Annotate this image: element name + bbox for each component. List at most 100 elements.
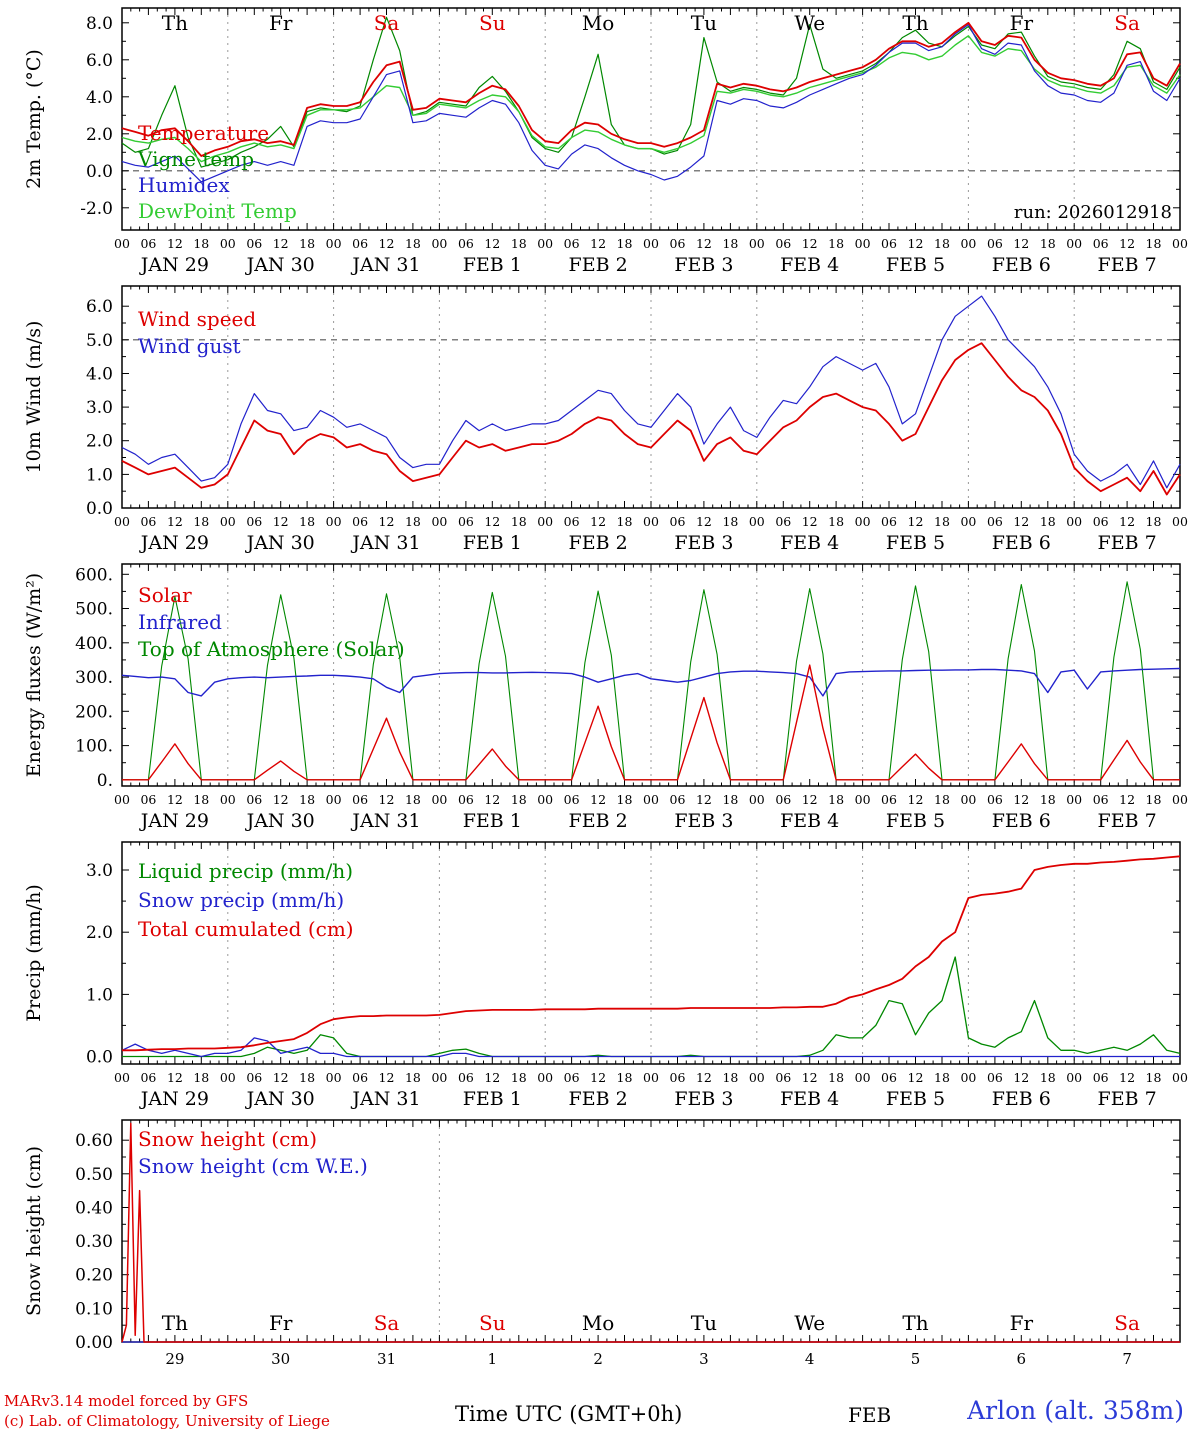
svg-text:00: 00 bbox=[220, 514, 236, 529]
svg-text:FEB 4: FEB 4 bbox=[780, 532, 839, 554]
svg-text:Mo: Mo bbox=[582, 11, 615, 35]
svg-text:18: 18 bbox=[193, 792, 209, 807]
svg-text:3.0: 3.0 bbox=[86, 398, 113, 418]
svg-text:3: 3 bbox=[699, 1350, 709, 1368]
svg-text:12: 12 bbox=[167, 236, 183, 251]
panel-10m-wind-chart: 0.0 1.0 2.0 3.0 4.0 5.0 6.0 Wind speed Wind gust… bbox=[23, 285, 1188, 554]
svg-text:06: 06 bbox=[564, 792, 580, 807]
svg-text:12: 12 bbox=[1013, 1070, 1029, 1085]
svg-text:Top of Atmosphere (Solar): Top of Atmosphere (Solar) bbox=[138, 637, 405, 661]
svg-text:6.0: 6.0 bbox=[86, 51, 113, 71]
svg-text:06: 06 bbox=[987, 514, 1003, 529]
svg-text:18: 18 bbox=[405, 1070, 421, 1085]
svg-text:06: 06 bbox=[1093, 236, 1109, 251]
svg-text:18: 18 bbox=[511, 514, 527, 529]
svg-text:FEB 4: FEB 4 bbox=[780, 254, 839, 276]
svg-text:12: 12 bbox=[696, 514, 712, 529]
svg-text:12: 12 bbox=[802, 236, 818, 251]
svg-text:00: 00 bbox=[326, 1070, 342, 1085]
svg-text:Fr: Fr bbox=[1010, 1311, 1034, 1335]
svg-text:12: 12 bbox=[273, 236, 289, 251]
svg-text:00: 00 bbox=[220, 1070, 236, 1085]
svg-text:00: 00 bbox=[1066, 236, 1082, 251]
svg-text:00: 00 bbox=[855, 792, 871, 807]
svg-text:Solar: Solar bbox=[138, 583, 192, 607]
svg-text:Fr: Fr bbox=[269, 1311, 293, 1335]
svg-text:Liquid precip (mm/h): Liquid precip (mm/h) bbox=[138, 859, 353, 883]
svg-text:FEB 7: FEB 7 bbox=[1098, 1088, 1157, 1110]
svg-text:06: 06 bbox=[352, 792, 368, 807]
svg-text:06: 06 bbox=[1093, 1070, 1109, 1085]
svg-text:12: 12 bbox=[1119, 792, 1135, 807]
svg-text:12: 12 bbox=[1119, 1070, 1135, 1085]
svg-text:18: 18 bbox=[1146, 236, 1162, 251]
svg-text:18: 18 bbox=[1146, 514, 1162, 529]
svg-text:12: 12 bbox=[908, 1070, 924, 1085]
svg-text:500.: 500. bbox=[75, 600, 113, 620]
svg-text:8.0: 8.0 bbox=[86, 14, 113, 34]
svg-text:30: 30 bbox=[271, 1350, 290, 1368]
svg-text:10m Wind (m/s): 10m Wind (m/s) bbox=[23, 321, 45, 474]
svg-text:FEB 6: FEB 6 bbox=[992, 532, 1051, 554]
svg-text:18: 18 bbox=[1040, 792, 1056, 807]
svg-text:4.0: 4.0 bbox=[86, 88, 113, 108]
svg-text:06: 06 bbox=[352, 236, 368, 251]
svg-text:Th: Th bbox=[162, 1311, 188, 1335]
svg-text:FEB 1: FEB 1 bbox=[463, 1088, 522, 1110]
svg-text:06: 06 bbox=[140, 514, 156, 529]
svg-text:Total cumulated (cm): Total cumulated (cm) bbox=[138, 917, 354, 941]
svg-text:00: 00 bbox=[537, 792, 553, 807]
svg-text:18: 18 bbox=[299, 236, 315, 251]
time-axis-label: Time UTC (GMT+0h) bbox=[455, 1402, 683, 1426]
svg-text:12: 12 bbox=[484, 514, 500, 529]
svg-text:JAN 31: JAN 31 bbox=[350, 532, 420, 554]
svg-text:FEB 2: FEB 2 bbox=[569, 810, 628, 832]
svg-text:12: 12 bbox=[802, 792, 818, 807]
svg-text:00: 00 bbox=[326, 792, 342, 807]
svg-text:0.0: 0.0 bbox=[86, 499, 113, 519]
svg-text:FEB 3: FEB 3 bbox=[674, 254, 733, 276]
svg-text:00: 00 bbox=[431, 792, 447, 807]
svg-text:00: 00 bbox=[643, 236, 659, 251]
svg-text:00: 00 bbox=[114, 1070, 130, 1085]
svg-text:18: 18 bbox=[1146, 792, 1162, 807]
svg-text:Tu: Tu bbox=[691, 1311, 717, 1335]
svg-text:00: 00 bbox=[431, 514, 447, 529]
svg-text:18: 18 bbox=[617, 514, 633, 529]
svg-text:0.0: 0.0 bbox=[86, 162, 113, 182]
svg-text:12: 12 bbox=[167, 1070, 183, 1085]
svg-text:00: 00 bbox=[749, 1070, 765, 1085]
footer: MARv3.14 model forced by GFS (c) Lab. of… bbox=[0, 1390, 1194, 1440]
svg-text:Snow height (cm): Snow height (cm) bbox=[138, 1127, 317, 1151]
svg-text:06: 06 bbox=[670, 1070, 686, 1085]
svg-text:Sa: Sa bbox=[1114, 1311, 1140, 1335]
svg-text:18: 18 bbox=[617, 1070, 633, 1085]
svg-text:06: 06 bbox=[1093, 792, 1109, 807]
svg-text:0.30: 0.30 bbox=[75, 1232, 113, 1252]
svg-text:We: We bbox=[794, 11, 825, 35]
svg-text:JAN 31: JAN 31 bbox=[350, 254, 420, 276]
svg-text:00: 00 bbox=[1066, 1070, 1082, 1085]
svg-text:06: 06 bbox=[670, 236, 686, 251]
svg-text:300.: 300. bbox=[75, 668, 113, 688]
svg-text:12: 12 bbox=[696, 236, 712, 251]
svg-text:06: 06 bbox=[140, 236, 156, 251]
svg-text:00: 00 bbox=[1066, 514, 1082, 529]
svg-text:18: 18 bbox=[828, 236, 844, 251]
svg-text:JAN 30: JAN 30 bbox=[245, 254, 315, 276]
svg-text:12: 12 bbox=[908, 236, 924, 251]
svg-text:12: 12 bbox=[590, 236, 606, 251]
svg-text:00: 00 bbox=[960, 792, 976, 807]
svg-text:12: 12 bbox=[1119, 236, 1135, 251]
svg-text:12: 12 bbox=[908, 792, 924, 807]
svg-text:FEB 6: FEB 6 bbox=[992, 254, 1051, 276]
svg-text:Th: Th bbox=[162, 11, 188, 35]
svg-text:0.0: 0.0 bbox=[86, 1048, 113, 1068]
svg-text:12: 12 bbox=[590, 1070, 606, 1085]
svg-text:06: 06 bbox=[775, 514, 791, 529]
svg-text:06: 06 bbox=[881, 1070, 897, 1085]
model-credit-line1: MARv3.14 model forced by GFS bbox=[4, 1392, 249, 1410]
svg-text:FEB 6: FEB 6 bbox=[992, 810, 1051, 832]
svg-text:06: 06 bbox=[352, 514, 368, 529]
